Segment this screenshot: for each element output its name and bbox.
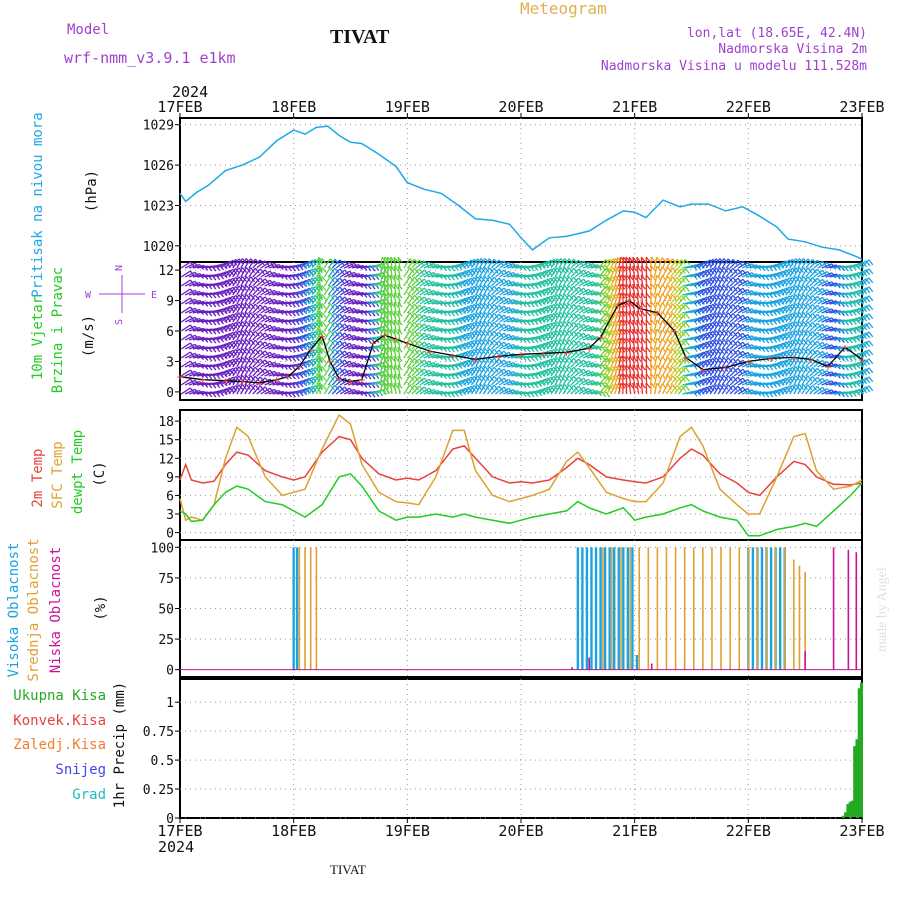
model-label: Model <box>67 22 109 38</box>
y-tick-label: 3 <box>166 508 174 523</box>
wind-barb-flag <box>322 367 326 372</box>
model-value: wrf-nmm_v3.9.1 e1km <box>64 49 236 67</box>
y-tick-label: 1 <box>166 696 174 711</box>
x-tick-label: 17FEB <box>157 822 202 840</box>
wind-barb-flag <box>322 376 326 381</box>
grid-lines <box>180 118 862 818</box>
x-tick-label: 18FEB <box>271 822 316 840</box>
x-tick-label: 22FEB <box>726 822 771 840</box>
y-tick-label: 0.75 <box>143 725 174 740</box>
y-tick-label: 0 <box>166 664 174 679</box>
elevation-text: Nadmorska Visina 2m <box>718 42 867 57</box>
y-tick-label: 9 <box>166 295 174 310</box>
meteogram-title: Meteogram <box>520 0 607 18</box>
wind-barb <box>651 383 652 394</box>
y-tick-label: 6 <box>166 489 174 504</box>
x-tick-label: 20FEB <box>498 822 543 840</box>
coords-text: lon,lat (18.65E, 42.4N) <box>687 26 867 41</box>
x-tick-label: 23FEB <box>839 822 884 840</box>
year-bottom: 2024 <box>158 838 194 856</box>
station-title: TIVAT <box>330 26 390 48</box>
model-elevation-text: Nadmorska Visina u modelu 111.528m <box>601 59 867 74</box>
wind-barb-flag <box>322 313 326 318</box>
y-tick-label: 1020 <box>143 240 174 255</box>
wind-barb-flag <box>685 287 689 292</box>
y-tick-label: 6 <box>166 325 174 340</box>
wind-barb-flag <box>322 277 326 282</box>
wind-barb-flag <box>685 323 689 328</box>
wind-barb-flag <box>685 332 689 337</box>
wind-barb <box>384 383 385 394</box>
wind-barb-flag <box>685 368 689 373</box>
y-tick-label: 0 <box>166 386 174 401</box>
y-tick-label: 1026 <box>143 159 174 174</box>
y-tick-label: 25 <box>158 633 174 648</box>
wind-barb-flag <box>685 386 689 391</box>
wind-barb-flag <box>322 322 326 327</box>
y-tick-label: 0.5 <box>151 754 174 769</box>
wind-barb-flag <box>322 286 326 291</box>
credit-text: made by Angel <box>875 567 890 652</box>
y-tick-label: 12 <box>158 264 174 279</box>
wind-barb-flag <box>322 349 326 354</box>
x-tick-label: 19FEB <box>385 822 430 840</box>
y-tick-label: 3 <box>166 355 174 370</box>
y-tick-label: 50 <box>158 603 174 618</box>
wind-barb-flag <box>685 341 689 346</box>
wind-barb-flag <box>685 278 689 283</box>
y-tick-label: 100 <box>151 541 174 556</box>
y-tick-label: 0 <box>166 527 174 542</box>
y-tick-label: 18 <box>158 415 174 430</box>
wind-barb-flag <box>322 358 326 363</box>
y-tick-label: 0 <box>166 812 174 827</box>
y-tick-label: 15 <box>158 434 174 449</box>
y-tick-label: 1029 <box>143 119 174 134</box>
x-tick-label: 21FEB <box>612 822 657 840</box>
y-tick-label: 0.25 <box>143 783 174 798</box>
y-tick-label: 75 <box>158 572 174 587</box>
panel-frame-0 <box>180 118 862 262</box>
y-tick-label: 12 <box>158 452 174 467</box>
y-tick-label: 1023 <box>143 199 174 214</box>
wind-barb-flag <box>685 377 689 382</box>
wind-barb-flag <box>685 305 689 310</box>
wind-barb-flag <box>322 385 326 390</box>
wind-barb-flag <box>322 295 326 300</box>
wind-barb-flag <box>685 296 689 301</box>
wind-barb <box>623 383 624 394</box>
wind-barb-flag <box>322 304 326 309</box>
footer-station: TIVAT <box>330 862 366 877</box>
y-tick-label: 9 <box>166 471 174 486</box>
wind-barb-flag <box>685 269 689 274</box>
wind-barb-flag <box>685 314 689 319</box>
